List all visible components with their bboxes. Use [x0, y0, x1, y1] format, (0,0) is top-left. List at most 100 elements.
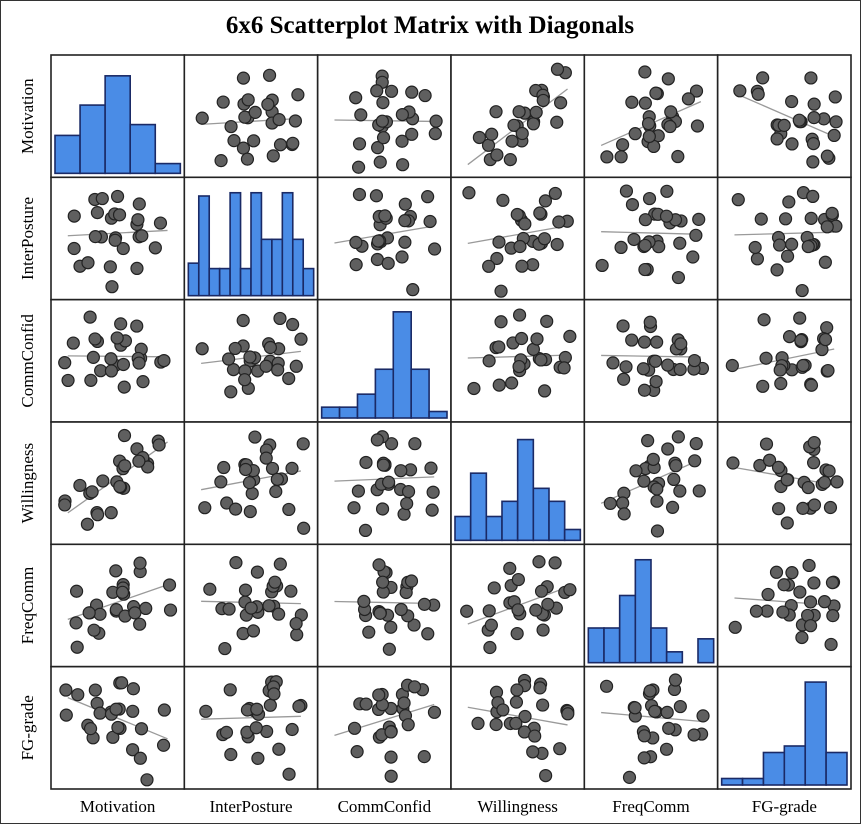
data-point	[643, 315, 657, 329]
data-point	[427, 242, 442, 256]
data-point	[372, 558, 386, 572]
data-point	[216, 95, 230, 109]
data-point	[140, 773, 154, 787]
data-point	[533, 206, 547, 220]
data-point	[417, 750, 431, 764]
data-point	[88, 230, 102, 244]
data-point	[109, 702, 123, 716]
panel-FG-grade-vs-InterPosture	[183, 665, 319, 790]
data-point	[67, 241, 81, 256]
data-point	[229, 502, 243, 516]
data-point	[375, 502, 390, 516]
data-point	[199, 704, 213, 718]
row-label-InterPosture: InterPosture	[18, 197, 37, 280]
data-point	[772, 502, 786, 516]
data-point	[782, 195, 796, 209]
data-point	[615, 138, 630, 152]
data-point	[795, 630, 809, 645]
data-point	[400, 496, 414, 511]
data-point	[358, 523, 373, 538]
data-point	[259, 451, 273, 465]
data-point	[157, 353, 171, 368]
data-point	[530, 332, 544, 346]
data-point	[505, 134, 519, 148]
data-point	[792, 113, 806, 127]
data-point	[229, 556, 243, 570]
data-point	[637, 474, 651, 488]
data-point	[372, 688, 386, 702]
data-point	[285, 722, 299, 737]
panel-CommConfid-vs-InterPosture	[183, 298, 319, 423]
data-point	[116, 357, 131, 372]
fit-line	[734, 231, 835, 236]
data-point	[696, 709, 710, 723]
data-point	[417, 597, 432, 611]
data-point	[748, 240, 762, 255]
data-point	[243, 350, 257, 364]
data-point	[352, 137, 367, 151]
row-label-FreqComm: FreqComm	[18, 567, 37, 644]
histogram-bar	[485, 515, 503, 542]
data-point	[421, 627, 435, 641]
data-point	[105, 280, 119, 294]
data-point	[273, 138, 288, 152]
data-point	[660, 705, 674, 719]
data-point	[689, 84, 704, 98]
data-point	[288, 114, 302, 128]
column-label-FG-grade: FG-grade	[752, 797, 817, 816]
data-point	[87, 623, 101, 637]
data-point	[726, 456, 740, 470]
data-point	[515, 126, 529, 141]
data-point	[627, 232, 641, 247]
row-label-FG-grade: FG-grade	[18, 695, 37, 760]
data-point	[690, 119, 705, 133]
data-point	[641, 434, 655, 448]
data-point	[830, 475, 844, 489]
data-point	[359, 455, 373, 470]
panel-InterPosture-vs-CommConfid	[316, 176, 452, 301]
data-point	[103, 260, 117, 274]
data-point	[533, 681, 547, 695]
data-point	[157, 703, 171, 717]
data-point	[818, 255, 832, 269]
data-point	[492, 235, 506, 249]
histogram-bar	[501, 500, 519, 542]
data-point	[770, 263, 784, 277]
data-point	[554, 96, 568, 110]
data-point	[262, 68, 277, 82]
data-point	[248, 430, 262, 444]
data-point	[673, 362, 687, 377]
histogram-bar	[618, 594, 637, 664]
data-point	[131, 213, 145, 227]
data-point	[487, 581, 501, 595]
data-point	[109, 564, 123, 578]
panels-layer	[50, 54, 852, 790]
data-point	[557, 361, 571, 375]
data-point	[490, 251, 504, 266]
data-point	[807, 111, 821, 125]
histogram-bar	[302, 267, 315, 297]
data-point	[492, 378, 506, 392]
panel-Motivation-vs-Willingness	[450, 54, 586, 179]
data-point	[489, 105, 503, 119]
data-point	[650, 335, 664, 349]
data-point	[641, 116, 656, 131]
data-point	[536, 623, 550, 637]
panel-Motivation-vs-FreqComm	[583, 54, 719, 179]
data-point	[251, 751, 265, 765]
data-point	[162, 578, 177, 592]
data-point	[780, 473, 794, 487]
row-label-Motivation: Motivation	[18, 78, 37, 154]
data-point	[771, 460, 786, 474]
data-point	[820, 220, 834, 234]
data-point	[272, 607, 286, 621]
data-point	[817, 595, 832, 609]
data-point	[222, 602, 236, 616]
panel-Willingness-vs-CommConfid	[316, 421, 452, 546]
data-point	[238, 373, 252, 387]
data-point	[373, 606, 387, 620]
data-point	[494, 315, 508, 329]
data-point	[824, 637, 838, 652]
panel-FreqComm-vs-Motivation	[50, 543, 186, 668]
